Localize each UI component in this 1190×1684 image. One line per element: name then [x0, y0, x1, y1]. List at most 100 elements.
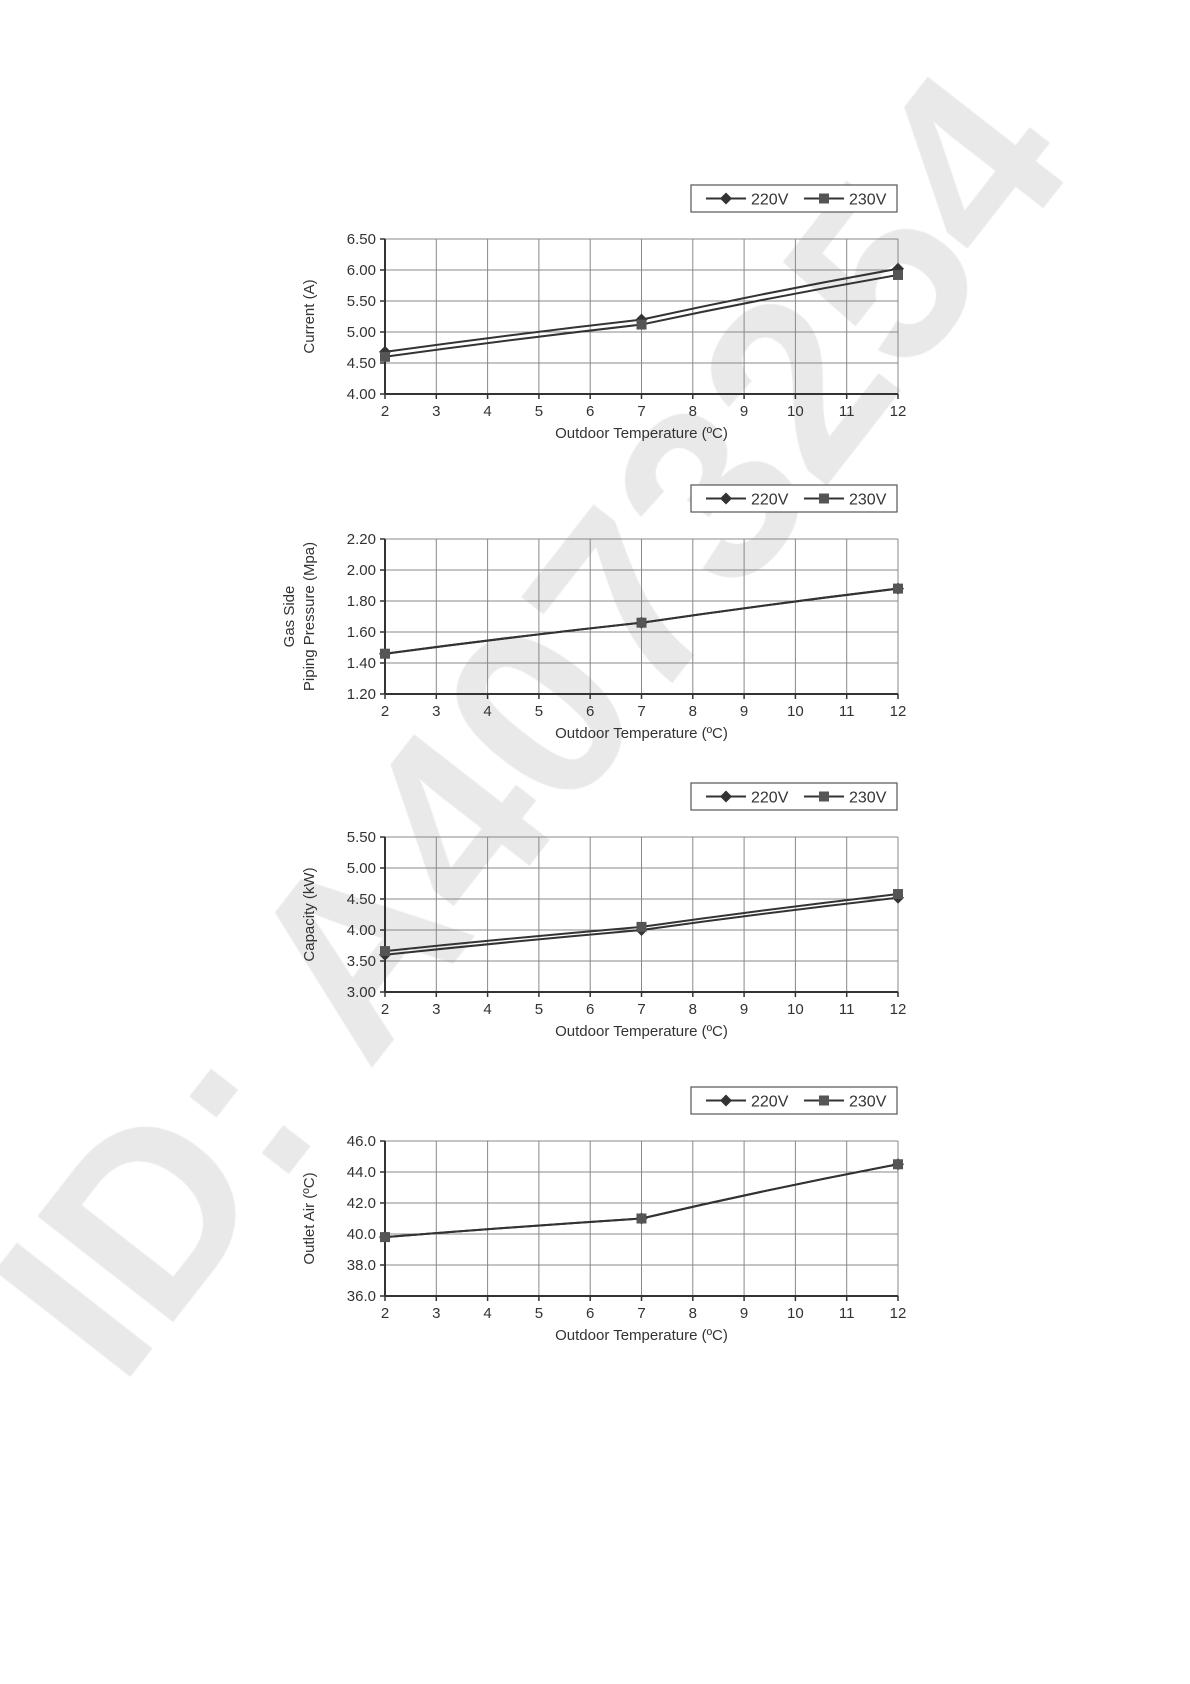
data-point: [636, 1213, 647, 1224]
x-tick-label: 3: [432, 403, 440, 420]
legend-marker-diamond: [720, 192, 732, 205]
legend-marker-square: [819, 493, 829, 504]
y-tick-label: 5.50: [347, 293, 376, 310]
x-tick-label: 8: [689, 703, 697, 720]
legend-label: 230V: [849, 492, 887, 509]
legend: 220V 230V: [690, 782, 898, 811]
x-tick-label: 12: [890, 403, 907, 420]
data-point: [893, 583, 903, 594]
x-tick-label: 7: [637, 703, 645, 720]
y-tick-label: 5.00: [347, 860, 376, 877]
y-tick-label: 46.0: [347, 1133, 376, 1150]
x-tick-label: 8: [689, 1305, 697, 1322]
x-tick-label: 12: [890, 1305, 907, 1322]
legend: 220V 230V: [690, 484, 898, 513]
series-230V: [380, 1159, 903, 1243]
x-tick-label: 6: [586, 1305, 594, 1322]
y-tick-label: 4.50: [347, 891, 376, 908]
x-tick-label: 2: [381, 1001, 389, 1018]
y-axis-label: Capacity (kW): [301, 867, 318, 961]
x-tick-label: 9: [740, 1305, 748, 1322]
x-tick-label: 12: [890, 703, 907, 720]
legend-marker-diamond: [720, 1094, 732, 1107]
y-tick-label: 1.20: [347, 686, 376, 703]
legend-label: 230V: [849, 1094, 887, 1111]
data-point: [380, 351, 390, 362]
legend-marker-diamond: [720, 790, 732, 803]
x-tick-label: 5: [535, 703, 543, 720]
x-tick-label: 4: [483, 703, 491, 720]
data-point: [893, 1159, 903, 1170]
x-tick-label: 3: [432, 1001, 440, 1018]
x-tick-label: 5: [535, 403, 543, 420]
y-tick-label: 6.00: [347, 262, 376, 279]
y-tick-label: 44.0: [347, 1164, 376, 1181]
chart-4: 2 3 4 5 6 7 8 9 10 11 12 36.0 38.0 40.0 42.0 44.0 46.0 Ou…: [301, 1086, 907, 1344]
x-axis-label: Outdoor Temperature (ºC): [555, 425, 728, 442]
legend: 220V 230V: [690, 184, 898, 213]
y-tick-label: 3.00: [347, 984, 376, 1001]
y-tick-label: 5.50: [347, 829, 376, 846]
x-tick-label: 8: [689, 403, 697, 420]
y-axis-label: Current (A): [301, 279, 318, 353]
chart-3: 2 3 4 5 6 7 8 9 10 11 12 3.00 3.50 4.00 4.50 5.00 5.50 Ou…: [301, 782, 906, 1040]
legend-label: 230V: [849, 790, 887, 807]
x-tick-label: 7: [637, 1305, 645, 1322]
data-point: [893, 269, 903, 280]
y-tick-label: 4.00: [347, 922, 376, 939]
legend-marker-square: [819, 791, 829, 802]
x-axis-label: Outdoor Temperature (ºC): [555, 1327, 728, 1344]
x-tick-label: 8: [689, 1001, 697, 1018]
x-tick-label: 11: [839, 403, 855, 420]
series-230V: [380, 583, 903, 659]
y-tick-label: 4.00: [347, 386, 376, 403]
x-tick-label: 11: [839, 1305, 855, 1322]
x-tick-label: 3: [432, 1305, 440, 1322]
y-tick-label: 5.00: [347, 324, 376, 341]
x-tick-label: 9: [740, 703, 748, 720]
x-tick-label: 10: [787, 403, 804, 420]
y-axis-label: Gas Side: [281, 586, 298, 648]
x-tick-label: 2: [381, 403, 389, 420]
data-point: [380, 946, 390, 957]
x-tick-label: 10: [787, 703, 804, 720]
y-tick-label: 6.50: [347, 231, 376, 248]
data-point: [380, 648, 390, 659]
data-point: [636, 921, 647, 932]
data-point: [893, 889, 903, 900]
y-tick-label: 4.50: [347, 355, 376, 372]
x-tick-label: 4: [483, 1001, 491, 1018]
x-tick-label: 5: [535, 1001, 543, 1018]
x-tick-label: 2: [381, 703, 389, 720]
x-tick-label: 4: [483, 1305, 491, 1322]
x-tick-label: 9: [740, 1001, 748, 1018]
legend-label: 220V: [751, 492, 789, 509]
x-axis-label: Outdoor Temperature (ºC): [555, 725, 728, 742]
legend: 220V 230V: [690, 1086, 898, 1115]
y-tick-label: 1.60: [347, 624, 376, 641]
y-tick-label: 1.40: [347, 655, 376, 672]
series-230V: [380, 889, 903, 957]
data-point: [636, 319, 647, 330]
legend-label: 220V: [751, 790, 789, 807]
x-tick-label: 7: [637, 403, 645, 420]
legend-marker-diamond: [720, 492, 732, 505]
chart-2: 2 3 4 5 6 7 8 9 10 11 12 1.20 1.40 1.60 1.80 2.00 2.20 Ou…: [281, 484, 907, 742]
legend-marker-square: [819, 193, 829, 204]
x-tick-label: 10: [787, 1001, 804, 1018]
y-tick-label: 3.50: [347, 953, 376, 970]
chart-1: 2 3 4 5 6 7 8 9 10 11 12 4.00 4.50 5.00 5.50 6.00 6.50 Ou…: [301, 184, 907, 442]
y-tick-label: 42.0: [347, 1195, 376, 1212]
y-axis-label: Outlet Air (ºC): [301, 1172, 318, 1264]
x-tick-label: 5: [535, 1305, 543, 1322]
y-tick-label: 40.0: [347, 1226, 376, 1243]
x-tick-label: 7: [637, 1001, 645, 1018]
y-tick-label: 1.80: [347, 593, 376, 610]
y-tick-label: 38.0: [347, 1257, 376, 1274]
legend-marker-square: [819, 1095, 829, 1106]
y-axis-label: Piping Pressure (Mpa): [301, 542, 318, 691]
legend-label: 220V: [751, 1094, 789, 1111]
x-tick-label: 9: [740, 403, 748, 420]
